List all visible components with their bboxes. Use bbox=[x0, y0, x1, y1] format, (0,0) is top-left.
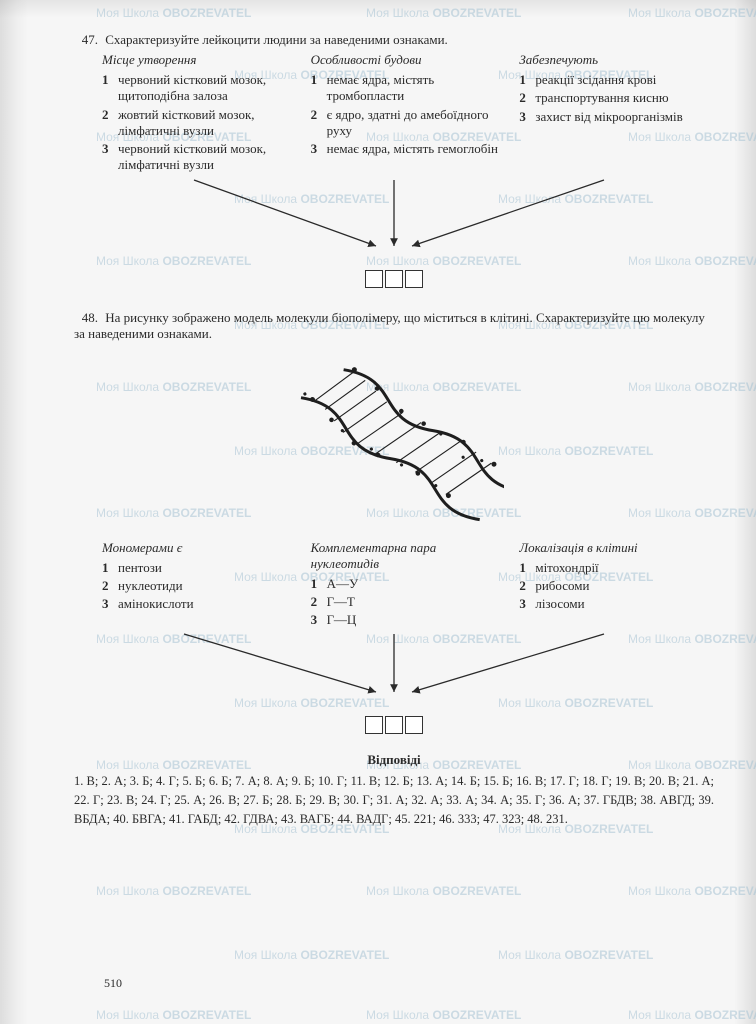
q47-c2-o1: 1немає ядра, містять тромбопласти bbox=[311, 72, 506, 105]
q47-c1-o2: 2жовтий кістковий мозок, лімфатичні вузл… bbox=[102, 107, 297, 140]
q47-prompt-line: 47. Схарактеризуйте лейкоцити людини за … bbox=[74, 32, 714, 48]
q48-c2-o1: 1А—У bbox=[311, 576, 506, 592]
q48-c3-o2: 2рибосоми bbox=[519, 578, 714, 594]
q48-arrows bbox=[84, 630, 704, 710]
answer-box[interactable] bbox=[405, 716, 423, 734]
watermark-text: Моя Школа OBOZREVATEL bbox=[366, 1008, 521, 1022]
q48-c2-o2: 2Г—Т bbox=[311, 594, 506, 610]
q47-col-3: Забезпечують 1реакції зсідання крові 2тр… bbox=[519, 52, 714, 176]
watermark-text: Моя Школа OBOZREVATEL bbox=[498, 948, 653, 962]
q47-c1-o3: 3червоний кістковий мозок, лімфатичні ву… bbox=[102, 141, 297, 174]
q48-prompt-line: 48. На рисунку зображено модель молекули… bbox=[74, 310, 714, 342]
q48-col1-head: Мономерами є bbox=[102, 540, 297, 556]
q48-columns: Мономерами є 1пентози 2нуклеотиди 3аміно… bbox=[74, 540, 714, 631]
q47-c2-o3: 3немає ядра, містять гемоглобін bbox=[311, 141, 506, 157]
q48-prompt: На рисунку зображено модель молекули біо… bbox=[74, 310, 705, 341]
watermark-text: Моя Школа OBOZREVATEL bbox=[234, 948, 389, 962]
q48-col-2: Комплементарна пара нуклеотидів 1А—У 2Г—… bbox=[311, 540, 506, 631]
q47-col1-head: Місце утворення bbox=[102, 52, 297, 68]
answer-box[interactable] bbox=[405, 270, 423, 288]
q48-number: 48. bbox=[74, 310, 98, 326]
answers-body: 1. В; 2. А; 3. Б; 4. Г; 5. Б; 6. Б; 7. А… bbox=[74, 772, 714, 828]
answer-box[interactable] bbox=[385, 716, 403, 734]
q48-c2-o3: 3Г—Ц bbox=[311, 612, 506, 628]
q47-col2-head: Особливості будови bbox=[311, 52, 506, 68]
q48-col2-head: Комплементарна пара нуклеотидів bbox=[311, 540, 506, 572]
answer-box[interactable] bbox=[365, 270, 383, 288]
q47-col-2: Особливості будови 1немає ядра, містять … bbox=[311, 52, 506, 176]
q47-answer-boxes bbox=[74, 270, 714, 292]
q47-c1-o1: 1червоний кістковий мозок, щитоподібна з… bbox=[102, 72, 297, 105]
watermark-text: Моя Школа OBOZREVATEL bbox=[96, 1008, 251, 1022]
q48-c1-o3: 3амінокислоти bbox=[102, 596, 297, 612]
q48-c3-o1: 1мітохондрії bbox=[519, 560, 714, 576]
answer-box[interactable] bbox=[385, 270, 403, 288]
q47-col3-head: Забезпечують bbox=[519, 52, 714, 68]
q48-col3-head: Локалізація в клітині bbox=[519, 540, 714, 556]
q48-col-1: Мономерами є 1пентози 2нуклеотиди 3аміно… bbox=[102, 540, 297, 631]
page-number: 510 bbox=[104, 976, 122, 991]
q48-c1-o1: 1пентози bbox=[102, 560, 297, 576]
q47-prompt: Схарактеризуйте лейкоцити людини за наве… bbox=[105, 32, 448, 47]
q47-c3-o2: 2транспортування кисню bbox=[519, 90, 714, 106]
watermark-text: Моя Школа OBOZREVATEL bbox=[96, 884, 251, 898]
q47-arrows bbox=[84, 176, 704, 264]
dna-helix-icon bbox=[284, 356, 504, 526]
answer-box[interactable] bbox=[365, 716, 383, 734]
q47-c3-o1: 1реакції зсідання крові bbox=[519, 72, 714, 88]
q47-col-1: Місце утворення 1червоний кістковий мозо… bbox=[102, 52, 297, 176]
q48-col-3: Локалізація в клітині 1мітохондрії 2рибо… bbox=[519, 540, 714, 631]
q47-c2-o2: 2є ядро, здатні до амебоїдного руху bbox=[311, 107, 506, 140]
q48-c1-o2: 2нуклеотиди bbox=[102, 578, 297, 594]
watermark-text: Моя Школа OBOZREVATEL bbox=[366, 884, 521, 898]
answers-heading: Відповіді bbox=[74, 752, 714, 768]
q47-columns: Місце утворення 1червоний кістковий мозо… bbox=[74, 52, 714, 176]
q48-answer-boxes bbox=[74, 716, 714, 738]
page-content: 47. Схарактеризуйте лейкоцити людини за … bbox=[0, 0, 756, 829]
q48-c3-o3: 3лізосоми bbox=[519, 596, 714, 612]
q47-number: 47. bbox=[74, 32, 98, 48]
q47-c3-o3: 3захист від мікроорганізмів bbox=[519, 109, 714, 125]
q48-figure bbox=[74, 356, 714, 530]
